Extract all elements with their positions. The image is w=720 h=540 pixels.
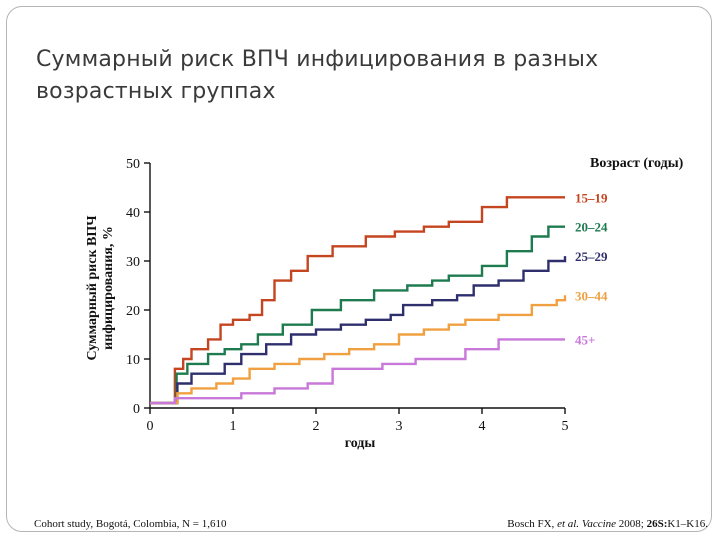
- legend-title: Возраст (годы): [590, 156, 684, 171]
- citation-authors: Bosch FX,: [507, 518, 558, 530]
- slide-title: Суммарный риск ВПЧ инфицирования в разны…: [36, 44, 636, 108]
- series-line-2: [150, 225, 565, 405]
- chart-labels-layer: 15–19 20–24 25–29 30–44 45+: [575, 190, 608, 347]
- series-line-4: [150, 295, 567, 405]
- series-line-3: [150, 256, 567, 405]
- x-tick-label: 3: [396, 419, 403, 434]
- citation-volume: 26S:: [646, 518, 668, 530]
- citation-pages: K1–K16.: [667, 518, 708, 530]
- x-tick-label: 1: [230, 419, 237, 434]
- x-tick-label: 5: [562, 419, 569, 434]
- chart-series-layer: [150, 196, 567, 405]
- y-axis-label-group: Суммарный риск ВПЧ инфицирования, %: [85, 215, 116, 361]
- x-axis-label: годы: [345, 436, 376, 451]
- series-label-1: 15–19: [575, 190, 608, 205]
- y-tick-label: 30: [126, 255, 140, 270]
- series-label-2: 20–24: [575, 220, 608, 235]
- title-line-2: возрастных группах: [36, 79, 276, 104]
- series-label-4: 30–44: [575, 288, 608, 303]
- y-tick-label: 0: [133, 402, 140, 417]
- series-line-1: [150, 196, 565, 405]
- series-label-3: 25–29: [575, 249, 608, 264]
- slide-frame: [6, 6, 712, 532]
- x-tick-label: 4: [479, 419, 486, 434]
- footer-citation: Bosch FX, et al. Vaccine 2008; 26S:K1–K1…: [507, 518, 708, 530]
- y-tick-label: 40: [126, 206, 140, 221]
- x-tick-label: 0: [147, 419, 154, 434]
- x-tick-label: 2: [313, 419, 320, 434]
- y-tick-label: 50: [126, 157, 140, 172]
- chart-axes: 0 10 20 30 40 50 0 1 2 3 4 5: [126, 157, 569, 434]
- title-line-1: Суммарный риск ВПЧ инфицирования в разны…: [36, 47, 599, 72]
- y-tick-label: 20: [126, 304, 140, 319]
- series-line-5: [150, 338, 565, 405]
- citation-year: 2008;: [616, 518, 647, 530]
- series-label-5: 45+: [575, 332, 595, 347]
- y-axis-label-line-1: Суммарный риск ВПЧ: [85, 215, 100, 361]
- citation-etal: et al.: [557, 518, 580, 530]
- footer-study-note: Cohort study, Bogotá, Colombia, N = 1,61…: [34, 518, 227, 530]
- y-tick-label: 10: [126, 353, 140, 368]
- citation-journal: Vaccine: [579, 518, 617, 530]
- y-axis-label-line-2: инфицирования, %: [101, 226, 116, 350]
